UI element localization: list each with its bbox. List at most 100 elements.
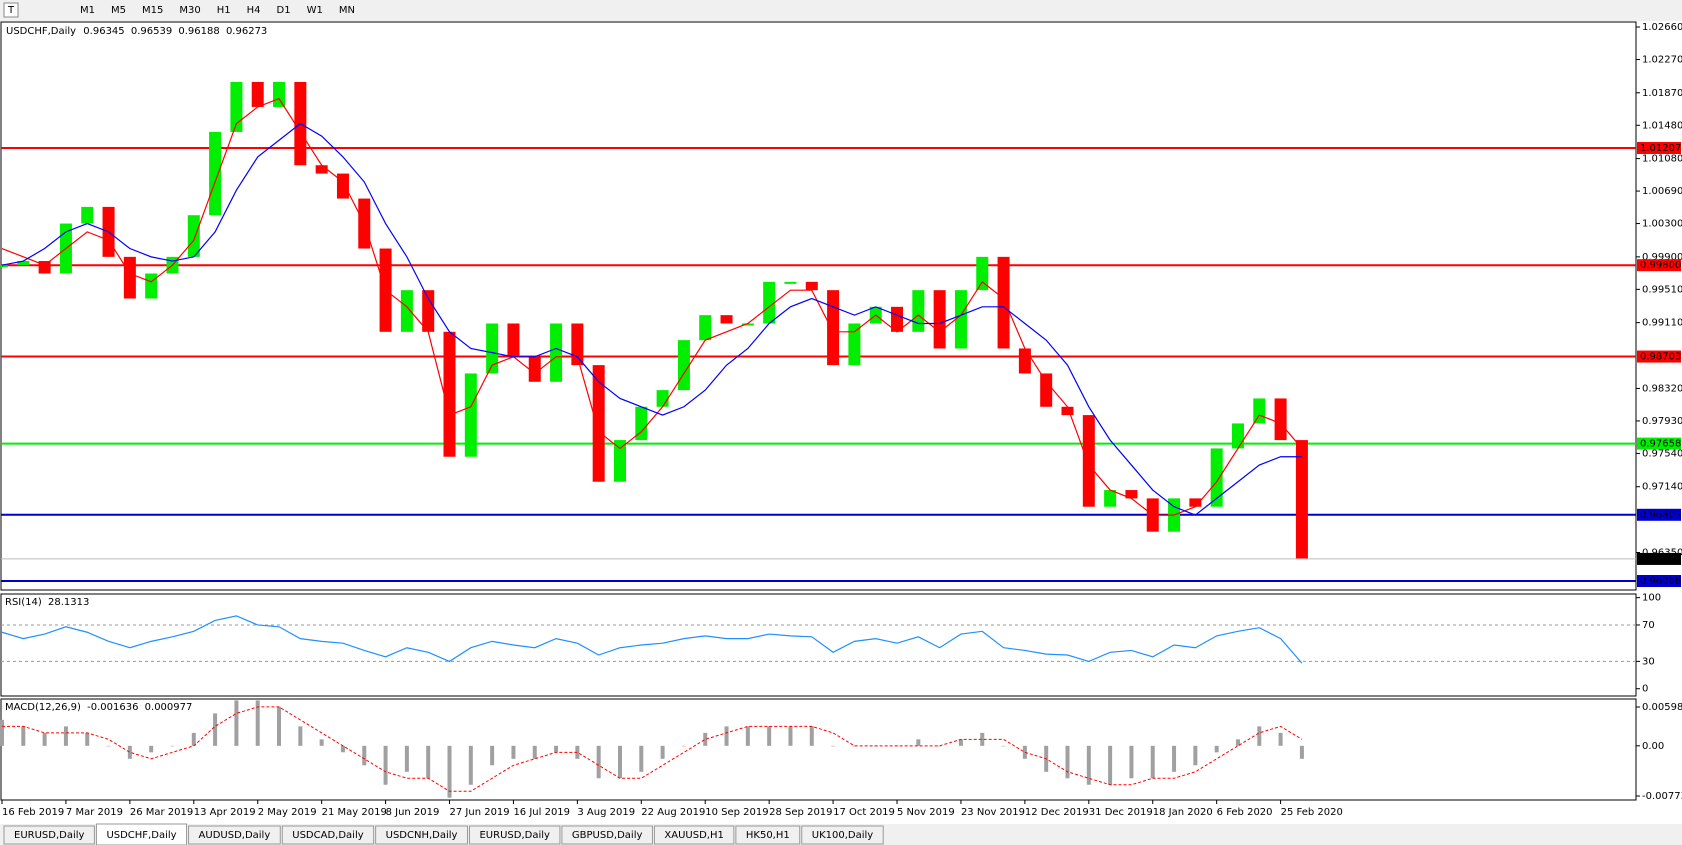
tab[interactable] <box>281 825 375 845</box>
candle <box>848 323 861 366</box>
candle <box>486 323 499 374</box>
tab-label[interactable]: USDCHF,Daily <box>106 830 176 841</box>
tab-label[interactable]: EURUSD,Daily <box>479 830 550 841</box>
macd-signal: 0.000977 <box>145 702 193 713</box>
macd-bar <box>809 726 814 746</box>
macd-bar <box>788 726 793 746</box>
candle <box>912 290 925 332</box>
macd-bar <box>660 745 665 759</box>
macd-bar <box>404 745 409 772</box>
candle <box>635 406 648 441</box>
candle <box>187 215 200 257</box>
timeframe-button[interactable]: M5 <box>111 5 126 16</box>
tab-label[interactable]: AUDUSD,Daily <box>199 830 271 841</box>
tab-label[interactable]: UK100,Daily <box>812 830 874 841</box>
y-tick-label: 0.005986 <box>1642 702 1682 713</box>
tab[interactable] <box>468 825 561 845</box>
y-tick-label: 0.97930 <box>1642 416 1682 427</box>
y-tick-label: 1.01480 <box>1642 120 1682 131</box>
macd-bar <box>596 745 601 779</box>
candle <box>1274 398 1287 441</box>
tab[interactable] <box>735 825 801 845</box>
candle <box>827 290 840 366</box>
tab[interactable] <box>375 825 468 845</box>
candle <box>38 261 51 274</box>
macd-bar <box>1299 745 1304 759</box>
tab-label[interactable]: HK50,H1 <box>746 830 790 841</box>
y-tick-label: 100 <box>1642 593 1661 604</box>
macd-bar <box>149 745 154 753</box>
tool-icon[interactable] <box>3 2 19 18</box>
macd-bar <box>980 732 985 746</box>
x-tick-label: 16 Jul 2019 <box>513 807 570 818</box>
timeframe-button[interactable]: W1 <box>307 5 323 16</box>
tab[interactable] <box>653 825 735 845</box>
tab[interactable] <box>801 825 884 845</box>
macd-bar <box>1235 739 1240 746</box>
level-tag <box>1637 350 1681 363</box>
candle <box>933 290 946 349</box>
timeframe-button[interactable]: H4 <box>247 5 261 16</box>
macd-bar <box>1257 726 1262 746</box>
y-tick-label: 1.02660 <box>1642 22 1682 33</box>
candle <box>699 315 712 341</box>
timeframe-button[interactable]: M1 <box>80 5 95 16</box>
low: 0.96188 <box>178 26 219 37</box>
candle <box>976 256 989 291</box>
candle <box>123 256 136 299</box>
rsi-panel <box>0 593 1637 697</box>
tab-label[interactable]: USDCNH,Daily <box>386 830 458 841</box>
x-tick-label: 5 Nov 2019 <box>897 807 955 818</box>
candle <box>230 81 243 132</box>
macd-bar <box>21 726 26 746</box>
x-tick-label: 27 Jun 2019 <box>450 807 510 818</box>
x-tick-label: 31 Dec 2019 <box>1089 807 1153 818</box>
timeframe-button[interactable]: D1 <box>277 5 291 16</box>
timeframe-button[interactable]: MN <box>339 5 355 16</box>
macd-bar <box>1214 745 1219 753</box>
tab[interactable] <box>561 825 653 845</box>
macd-bar <box>362 745 367 766</box>
tab-label[interactable]: EURUSD,Daily <box>14 830 85 841</box>
tab[interactable] <box>95 823 188 845</box>
candle <box>1189 498 1202 507</box>
level-label: 0.98703 <box>1640 352 1681 363</box>
macd-bar <box>916 739 921 746</box>
candle <box>741 323 754 326</box>
timeframe-button[interactable]: M15 <box>142 5 163 16</box>
y-tick-label: 0.98320 <box>1642 383 1682 394</box>
x-tick-label: 7 Mar 2019 <box>66 807 123 818</box>
timeframe-button[interactable]: H1 <box>217 5 231 16</box>
x-tick-label: 3 Aug 2019 <box>577 807 635 818</box>
candle <box>954 290 967 349</box>
macd-signal-line <box>2 706 1303 792</box>
macd-bar <box>745 726 750 746</box>
tab[interactable] <box>3 825 95 845</box>
level-tag <box>1637 142 1681 155</box>
macd-bar <box>958 739 963 746</box>
x-tick-label: 23 Nov 2019 <box>961 807 1025 818</box>
x-tick-label: 18 Jan 2020 <box>1153 807 1213 818</box>
candle <box>17 261 30 266</box>
candle <box>464 373 477 457</box>
x-tick-label: 28 Sep 2019 <box>769 807 832 818</box>
tab-label[interactable]: USDCAD,Daily <box>292 830 363 841</box>
candle <box>1018 348 1031 374</box>
candle <box>336 173 349 199</box>
y-tick-label: 0.99510 <box>1642 284 1682 295</box>
tab[interactable] <box>188 825 281 845</box>
macd-bar <box>490 745 495 766</box>
macd-main: -0.001636 <box>87 702 138 713</box>
candle <box>315 165 328 174</box>
timeframe-button[interactable]: M30 <box>179 5 200 16</box>
x-tick-label: 21 May 2019 <box>322 807 387 818</box>
tab-label[interactable]: XAUUSD,H1 <box>664 830 723 841</box>
candle <box>443 331 456 457</box>
tab-label[interactable]: GBPUSD,Daily <box>572 830 643 841</box>
macd-bar <box>1108 745 1113 785</box>
candle <box>273 81 286 107</box>
candle <box>1231 423 1244 449</box>
candle <box>507 323 520 357</box>
macd-bar <box>42 732 47 746</box>
